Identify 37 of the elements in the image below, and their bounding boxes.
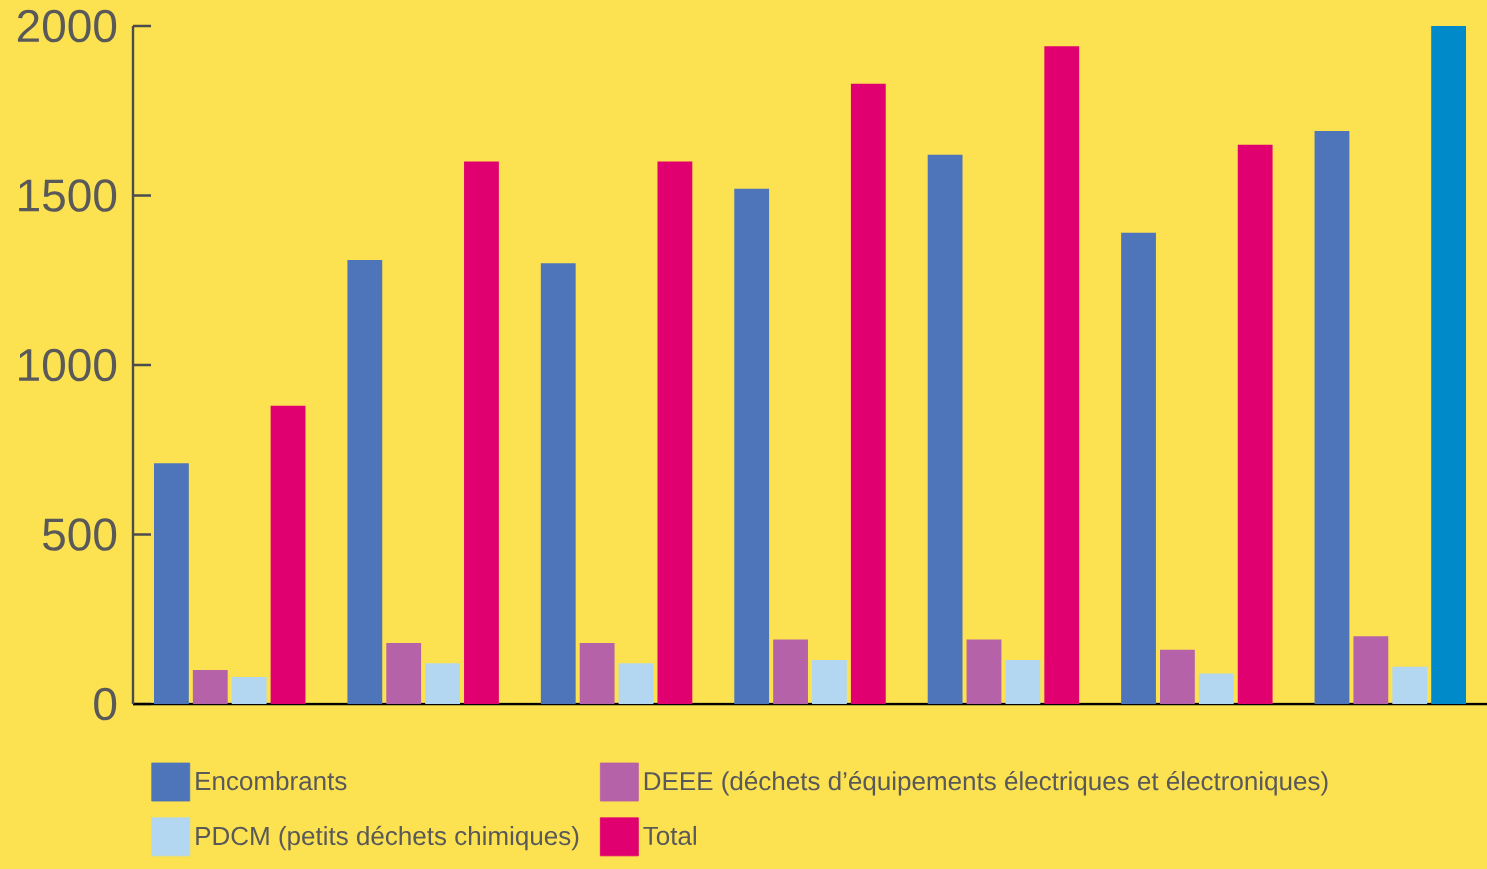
bar [657, 161, 693, 704]
bar [966, 639, 1002, 704]
bar [1198, 673, 1234, 704]
bar [1237, 144, 1273, 704]
bar [1160, 649, 1195, 704]
legend-label: Total [643, 825, 696, 846]
bar [1392, 666, 1428, 704]
y-tick-label: 1500 [19, 179, 117, 212]
bar [927, 154, 963, 704]
bar [1044, 46, 1080, 704]
bar [812, 659, 847, 704]
bar [1314, 131, 1350, 704]
bar [734, 188, 770, 704]
bar [464, 161, 499, 704]
bar [270, 405, 306, 704]
bar [386, 642, 422, 704]
y-tick-label: 0 [94, 687, 117, 721]
bar [1353, 636, 1389, 704]
bar [618, 663, 654, 704]
bar [154, 463, 189, 704]
bar [850, 83, 886, 704]
bar [231, 676, 267, 704]
bar [773, 639, 808, 704]
legend-label: Encombrants [196, 771, 347, 791]
bar [1121, 232, 1156, 704]
y-tick-label: 1000 [19, 348, 117, 382]
bar [347, 259, 383, 704]
y-tick-label: 500 [43, 518, 117, 551]
legend-label: DEEE (déchets d’équipements électriques et électroniques) [644, 770, 1328, 796]
bar [425, 663, 460, 704]
bar [192, 670, 228, 704]
legend-label: PDCM (petits déchets chimiques) [196, 825, 579, 851]
bar [1005, 659, 1041, 704]
bar [1431, 26, 1467, 704]
bar [540, 263, 576, 704]
bar [579, 642, 615, 704]
y-tick-label: 2000 [17, 9, 117, 43]
